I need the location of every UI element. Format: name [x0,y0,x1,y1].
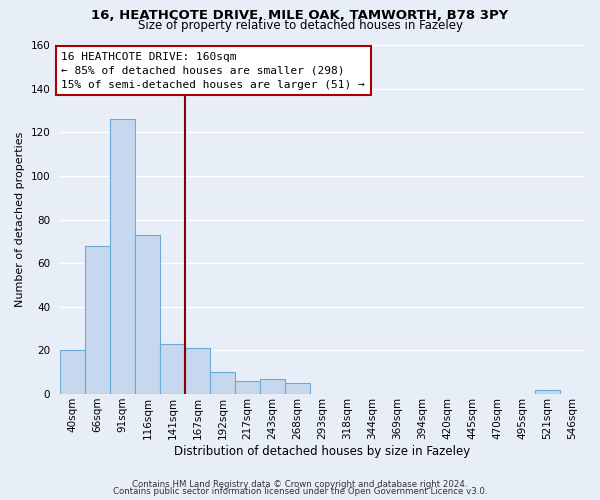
Text: 16 HEATHCOTE DRIVE: 160sqm
← 85% of detached houses are smaller (298)
15% of sem: 16 HEATHCOTE DRIVE: 160sqm ← 85% of deta… [61,52,365,90]
Bar [160,344,185,394]
Bar [210,372,235,394]
X-axis label: Distribution of detached houses by size in Fazeley: Distribution of detached houses by size … [175,444,470,458]
Bar [85,246,110,394]
Bar [185,348,210,394]
Text: 16, HEATHCOTE DRIVE, MILE OAK, TAMWORTH, B78 3PY: 16, HEATHCOTE DRIVE, MILE OAK, TAMWORTH,… [91,9,509,22]
Text: Contains public sector information licensed under the Open Government Licence v3: Contains public sector information licen… [113,487,487,496]
Bar [60,350,85,394]
Bar [285,383,310,394]
Text: Contains HM Land Registry data © Crown copyright and database right 2024.: Contains HM Land Registry data © Crown c… [132,480,468,489]
Bar [235,381,260,394]
Y-axis label: Number of detached properties: Number of detached properties [15,132,25,307]
Bar [535,390,560,394]
Bar [260,379,285,394]
Bar [110,119,135,394]
Text: Size of property relative to detached houses in Fazeley: Size of property relative to detached ho… [137,19,463,32]
Bar [135,235,160,394]
